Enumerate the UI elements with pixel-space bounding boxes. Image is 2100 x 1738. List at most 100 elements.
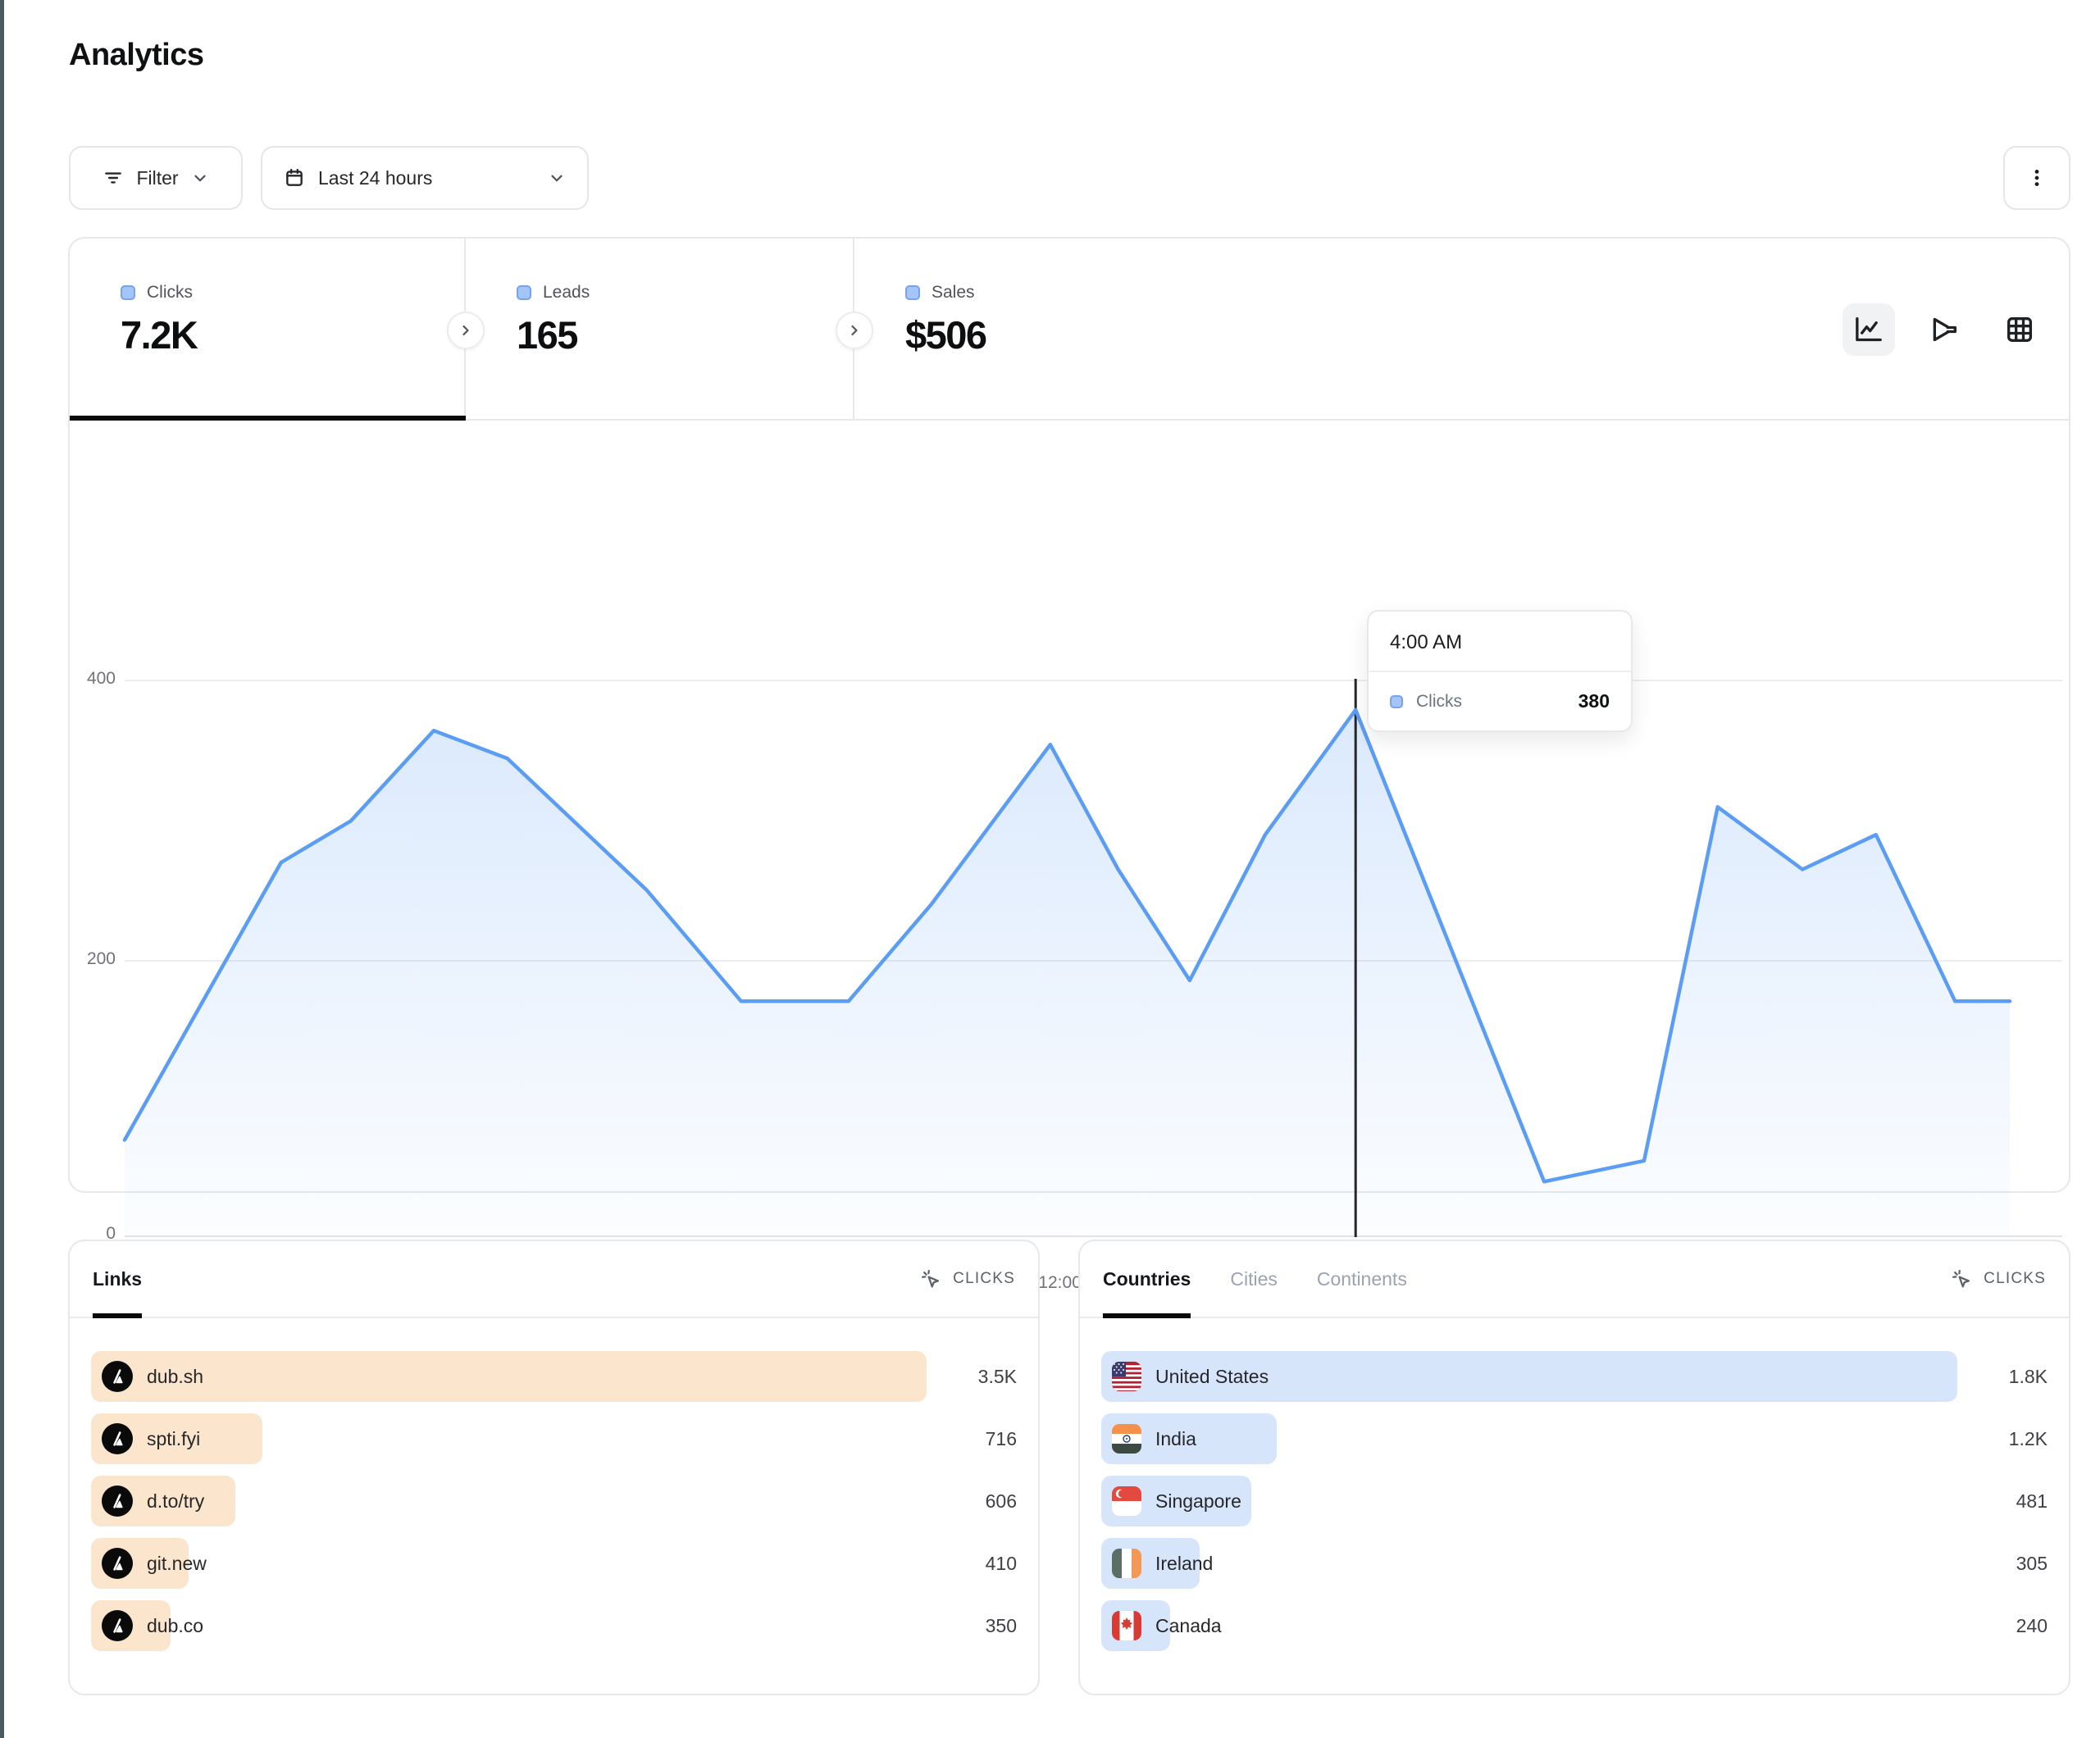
country-row-singapore[interactable]: Singapore 481	[1101, 1476, 2048, 1526]
dub-logo-icon	[102, 1485, 133, 1517]
ca-flag-icon	[1112, 1611, 1141, 1640]
dub-logo-icon	[102, 1361, 133, 1392]
row-label: Ireland	[1155, 1552, 1214, 1574]
tooltip-row: Clicks 380	[1369, 672, 1631, 730]
country-row-india[interactable]: India 1.2K	[1101, 1413, 2048, 1464]
clicks-area-chart[interactable]: 400 200 0 4:00 PM8:00 PM12:00 AM4:00 AM8…	[70, 421, 2069, 1292]
clicks-legend-chip-icon	[121, 285, 135, 300]
chevron-right-icon	[846, 322, 863, 339]
row-label: United States	[1155, 1365, 1269, 1387]
chevron-right-icon	[458, 322, 474, 339]
bar-track	[91, 1600, 927, 1651]
stat-value: $506	[905, 313, 987, 357]
chart-plot[interactable]	[122, 421, 2012, 1237]
chevron-down-icon	[191, 169, 209, 187]
link-row-d-to-try[interactable]: d.to/try 606	[91, 1476, 1017, 1526]
page-title: Analytics	[69, 38, 204, 72]
country-row-canada[interactable]: Canada 240	[1101, 1600, 2048, 1651]
row-value: 481	[2016, 1490, 2048, 1512]
bar-track	[91, 1351, 927, 1402]
row-label: git.new	[147, 1552, 207, 1574]
table-view-icon	[2003, 313, 2036, 346]
cursor-click-icon	[1951, 1268, 1973, 1290]
sales-legend-chip-icon	[905, 285, 920, 300]
row-identity: spti.fyi	[102, 1413, 200, 1464]
link-row-dub-sh[interactable]: dub.sh 3.5K	[91, 1351, 1017, 1402]
row-value: 1.8K	[2008, 1365, 2048, 1387]
row-identity: India	[1112, 1413, 1196, 1464]
tooltip-series-label: Clicks	[1416, 691, 1462, 711]
country-row-ireland[interactable]: Ireland 305	[1101, 1538, 2048, 1589]
countries-panel-header: Countries Cities Continents CLICKS	[1080, 1241, 2069, 1318]
funnel-view-icon	[1928, 313, 1961, 346]
row-label: d.to/try	[147, 1490, 205, 1512]
tab-countries[interactable]: Countries	[1103, 1241, 1191, 1318]
sg-flag-icon	[1112, 1486, 1141, 1516]
countries-metric-toggle[interactable]: CLICKS	[1951, 1241, 2046, 1317]
us-flag-icon	[1112, 1362, 1141, 1391]
cursor-click-icon	[920, 1268, 942, 1290]
filter-button[interactable]: Filter	[69, 146, 243, 210]
table-view-button[interactable]	[1993, 303, 2046, 356]
row-label: Canada	[1155, 1614, 1222, 1636]
countries-panel: Countries Cities Continents CLICKS Unite…	[1078, 1240, 2070, 1695]
tab-continents[interactable]: Continents	[1316, 1267, 1407, 1290]
active-tab-underline	[70, 416, 466, 421]
bar-track	[1101, 1538, 1957, 1589]
date-range-label: Last 24 hours	[318, 166, 433, 189]
line-chart-view-button[interactable]	[1843, 303, 1895, 356]
row-value: 305	[2016, 1552, 2048, 1574]
stat-tab-leads[interactable]: Leads 165	[466, 239, 854, 419]
funnel-view-button[interactable]	[1918, 303, 1970, 356]
stat-value: 7.2K	[121, 313, 198, 357]
window-edge-strip	[0, 0, 4, 1738]
chart-tooltip: 4:00 AM Clicks 380	[1367, 610, 1633, 732]
kebab-menu-icon	[2026, 167, 2048, 189]
row-identity: Canada	[1112, 1600, 1222, 1651]
expand-stat-button[interactable]	[447, 312, 485, 349]
dub-logo-icon	[102, 1423, 133, 1454]
links-metric-toggle[interactable]: CLICKS	[920, 1241, 1015, 1317]
metric-label: CLICKS	[1984, 1270, 2046, 1287]
leads-legend-chip-icon	[517, 285, 531, 300]
area-fill	[125, 709, 2010, 1237]
chevron-down-icon	[548, 169, 566, 187]
in-flag-icon	[1112, 1424, 1141, 1454]
filter-lines-icon	[102, 167, 124, 189]
value-bar	[1101, 1351, 1957, 1402]
stat-tab-sales[interactable]: Sales $506	[854, 239, 1248, 419]
tab-links[interactable]: Links	[93, 1241, 143, 1318]
links-list: dub.sh 3.5K spti.fyi 716 d.to/try 606 git.new 4…	[70, 1318, 1038, 1694]
stat-tab-clicks[interactable]: Clicks 7.2K	[70, 239, 466, 419]
clicks-series-line	[122, 707, 2012, 1184]
row-identity: United States	[1112, 1351, 1269, 1402]
bar-track	[1101, 1351, 1957, 1402]
row-value: 240	[2016, 1614, 2048, 1636]
link-row-dub-co[interactable]: dub.co 350	[91, 1600, 1017, 1651]
stat-value: 165	[517, 313, 578, 357]
filter-button-label: Filter	[136, 166, 179, 189]
link-row-spti-fyi[interactable]: spti.fyi 716	[91, 1413, 1017, 1464]
links-panel: Links CLICKS dub.sh 3.5K spti.fyi 716 d.to/t…	[68, 1240, 1040, 1695]
bar-track	[1101, 1413, 1957, 1464]
stat-label: Clicks	[147, 283, 193, 302]
countries-list: United States 1.8K India 1.2K Singapore 481 Ir…	[1080, 1318, 2069, 1694]
row-identity: d.to/try	[102, 1476, 204, 1526]
chart-view-switcher	[1843, 303, 2046, 356]
calendar-icon	[284, 167, 305, 189]
country-row-united-states[interactable]: United States 1.8K	[1101, 1351, 2048, 1402]
row-label: Singapore	[1155, 1490, 1241, 1512]
gridline-400	[125, 680, 2062, 681]
row-identity: dub.co	[102, 1600, 203, 1651]
stat-label: Leads	[543, 283, 590, 302]
row-identity: dub.sh	[102, 1351, 203, 1402]
more-options-button[interactable]	[2003, 146, 2070, 210]
tab-cities[interactable]: Cities	[1230, 1267, 1278, 1290]
expand-stat-button[interactable]	[836, 312, 873, 349]
row-label: spti.fyi	[147, 1427, 201, 1449]
row-label: dub.sh	[147, 1365, 204, 1387]
date-range-button[interactable]: Last 24 hours	[261, 146, 589, 210]
row-value: 410	[985, 1552, 1017, 1574]
link-row-git-new[interactable]: git.new 410	[91, 1538, 1017, 1589]
